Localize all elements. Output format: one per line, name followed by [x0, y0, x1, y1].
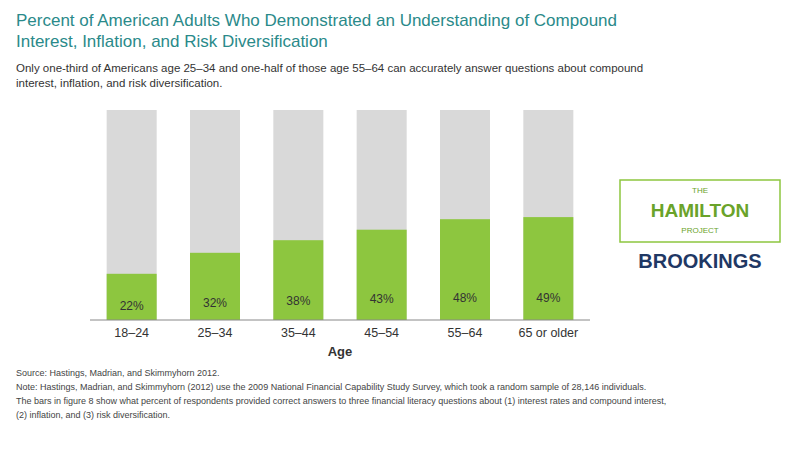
x-axis-label: Age: [328, 344, 353, 359]
chart: Percent of American Adults Who Demonstra…: [0, 0, 800, 468]
logo-text: HAMILTON: [651, 200, 750, 221]
x-tick-label: 18–24: [114, 326, 149, 340]
x-tick-label: 25–34: [198, 326, 233, 340]
bars: [107, 110, 574, 320]
x-tick-label: 65 or older: [518, 326, 578, 340]
total-bar: [107, 110, 157, 320]
total-bar: [440, 110, 490, 320]
text-line: Percent of American Adults Who Demonstra…: [16, 11, 617, 30]
data-label: 48%: [453, 291, 477, 305]
value-bar: [523, 217, 573, 320]
x-tick-label: 55–64: [448, 326, 483, 340]
note: Note: Hastings, Madrian, and Skimmyhorn …: [16, 382, 646, 392]
title: Percent of American Adults Who Demonstra…: [16, 11, 617, 51]
data-label: 49%: [536, 291, 560, 305]
subtitle: Only one-third of Americans age 25–34 an…: [16, 62, 643, 89]
total-bar: [273, 110, 323, 320]
x-axis-line: [90, 320, 590, 321]
total-bar: [523, 110, 573, 320]
source: Source: Hastings, Madrian, and Skimmyhor…: [16, 368, 220, 378]
note: (2) inflation, and (3) risk diversificat…: [16, 410, 170, 420]
note: The bars in figure 8 show what percent o…: [16, 396, 666, 406]
x-tick-label: 45–54: [364, 326, 399, 340]
data-label: 38%: [286, 294, 310, 308]
text-line: Interest, Inflation, and Risk Diversific…: [16, 32, 328, 51]
data-label: 43%: [370, 292, 394, 306]
text-line: interest, inflation, and risk diversific…: [16, 77, 222, 89]
total-bar: [190, 110, 240, 320]
value-bar: [357, 230, 407, 320]
logo: THE HAMILTON PROJECT BROOKINGS: [620, 180, 780, 272]
value-bar: [107, 274, 157, 320]
data-label: 32%: [203, 296, 227, 310]
total-bar: [357, 110, 407, 320]
logo-text: THE: [692, 186, 708, 195]
data-label: 22%: [120, 299, 144, 313]
value-bar: [190, 253, 240, 320]
logo-text: PROJECT: [681, 226, 718, 235]
logo-box: [620, 180, 780, 242]
value-bar: [440, 219, 490, 320]
x-tick-label: 35–44: [281, 326, 316, 340]
value-bar: [273, 240, 323, 320]
text-line: Only one-third of Americans age 25–34 an…: [16, 62, 643, 74]
logo-text: BROOKINGS: [638, 250, 761, 272]
